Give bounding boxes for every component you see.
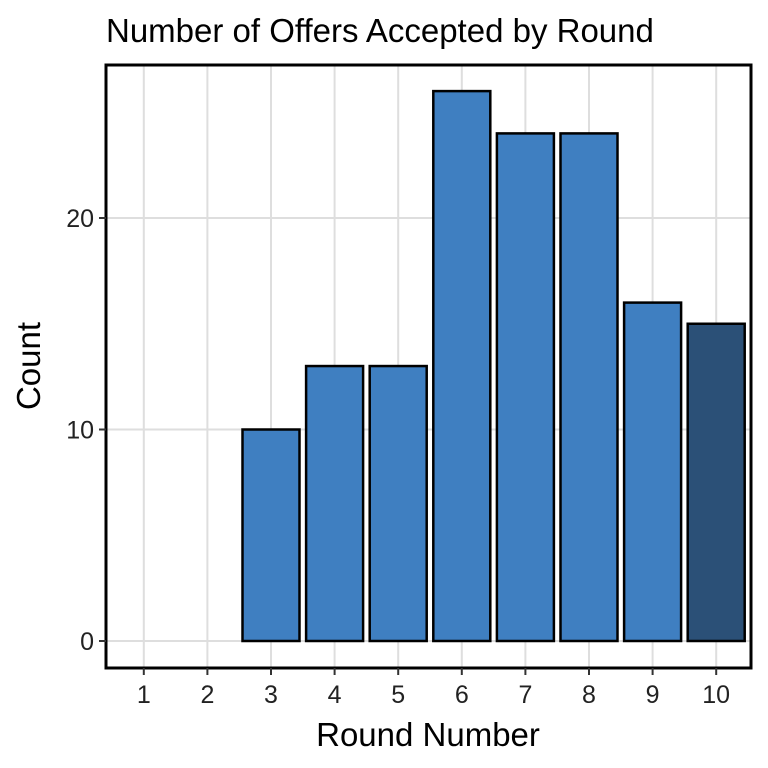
bars [241, 89, 746, 643]
bar-round-6 [432, 89, 492, 643]
x-tick-label: 7 [518, 681, 532, 709]
x-tick-label: 10 [702, 681, 730, 709]
bar-round-9 [622, 301, 683, 643]
x-tick-label: 1 [137, 681, 151, 709]
bar-round-4 [304, 364, 365, 643]
y-tick-label: 0 [80, 628, 94, 656]
x-tick-label: 6 [455, 681, 469, 709]
y-axis: 0 10 20 [66, 205, 106, 656]
x-tick-label: 2 [200, 681, 214, 709]
bar-round-3 [241, 428, 301, 643]
y-axis-title: Count [10, 322, 47, 410]
bar-round-7 [495, 132, 556, 643]
bar-round-8 [559, 132, 619, 643]
x-axis: 1 2 3 4 5 6 7 8 9 10 [137, 668, 730, 709]
x-tick-label: 8 [582, 681, 596, 709]
bar-round-5 [368, 364, 428, 643]
x-tick-label: 4 [328, 681, 342, 709]
bar-round-10 [686, 322, 746, 643]
x-tick-label: 5 [391, 681, 405, 709]
y-tick-label: 10 [66, 417, 94, 445]
y-tick-label: 20 [66, 205, 94, 233]
x-axis-title: Round Number [316, 716, 540, 753]
x-tick-label: 3 [264, 681, 278, 709]
chart-title: Number of Offers Accepted by Round [106, 12, 654, 49]
x-tick-label: 9 [646, 681, 660, 709]
plot-panel-border [104, 63, 753, 670]
